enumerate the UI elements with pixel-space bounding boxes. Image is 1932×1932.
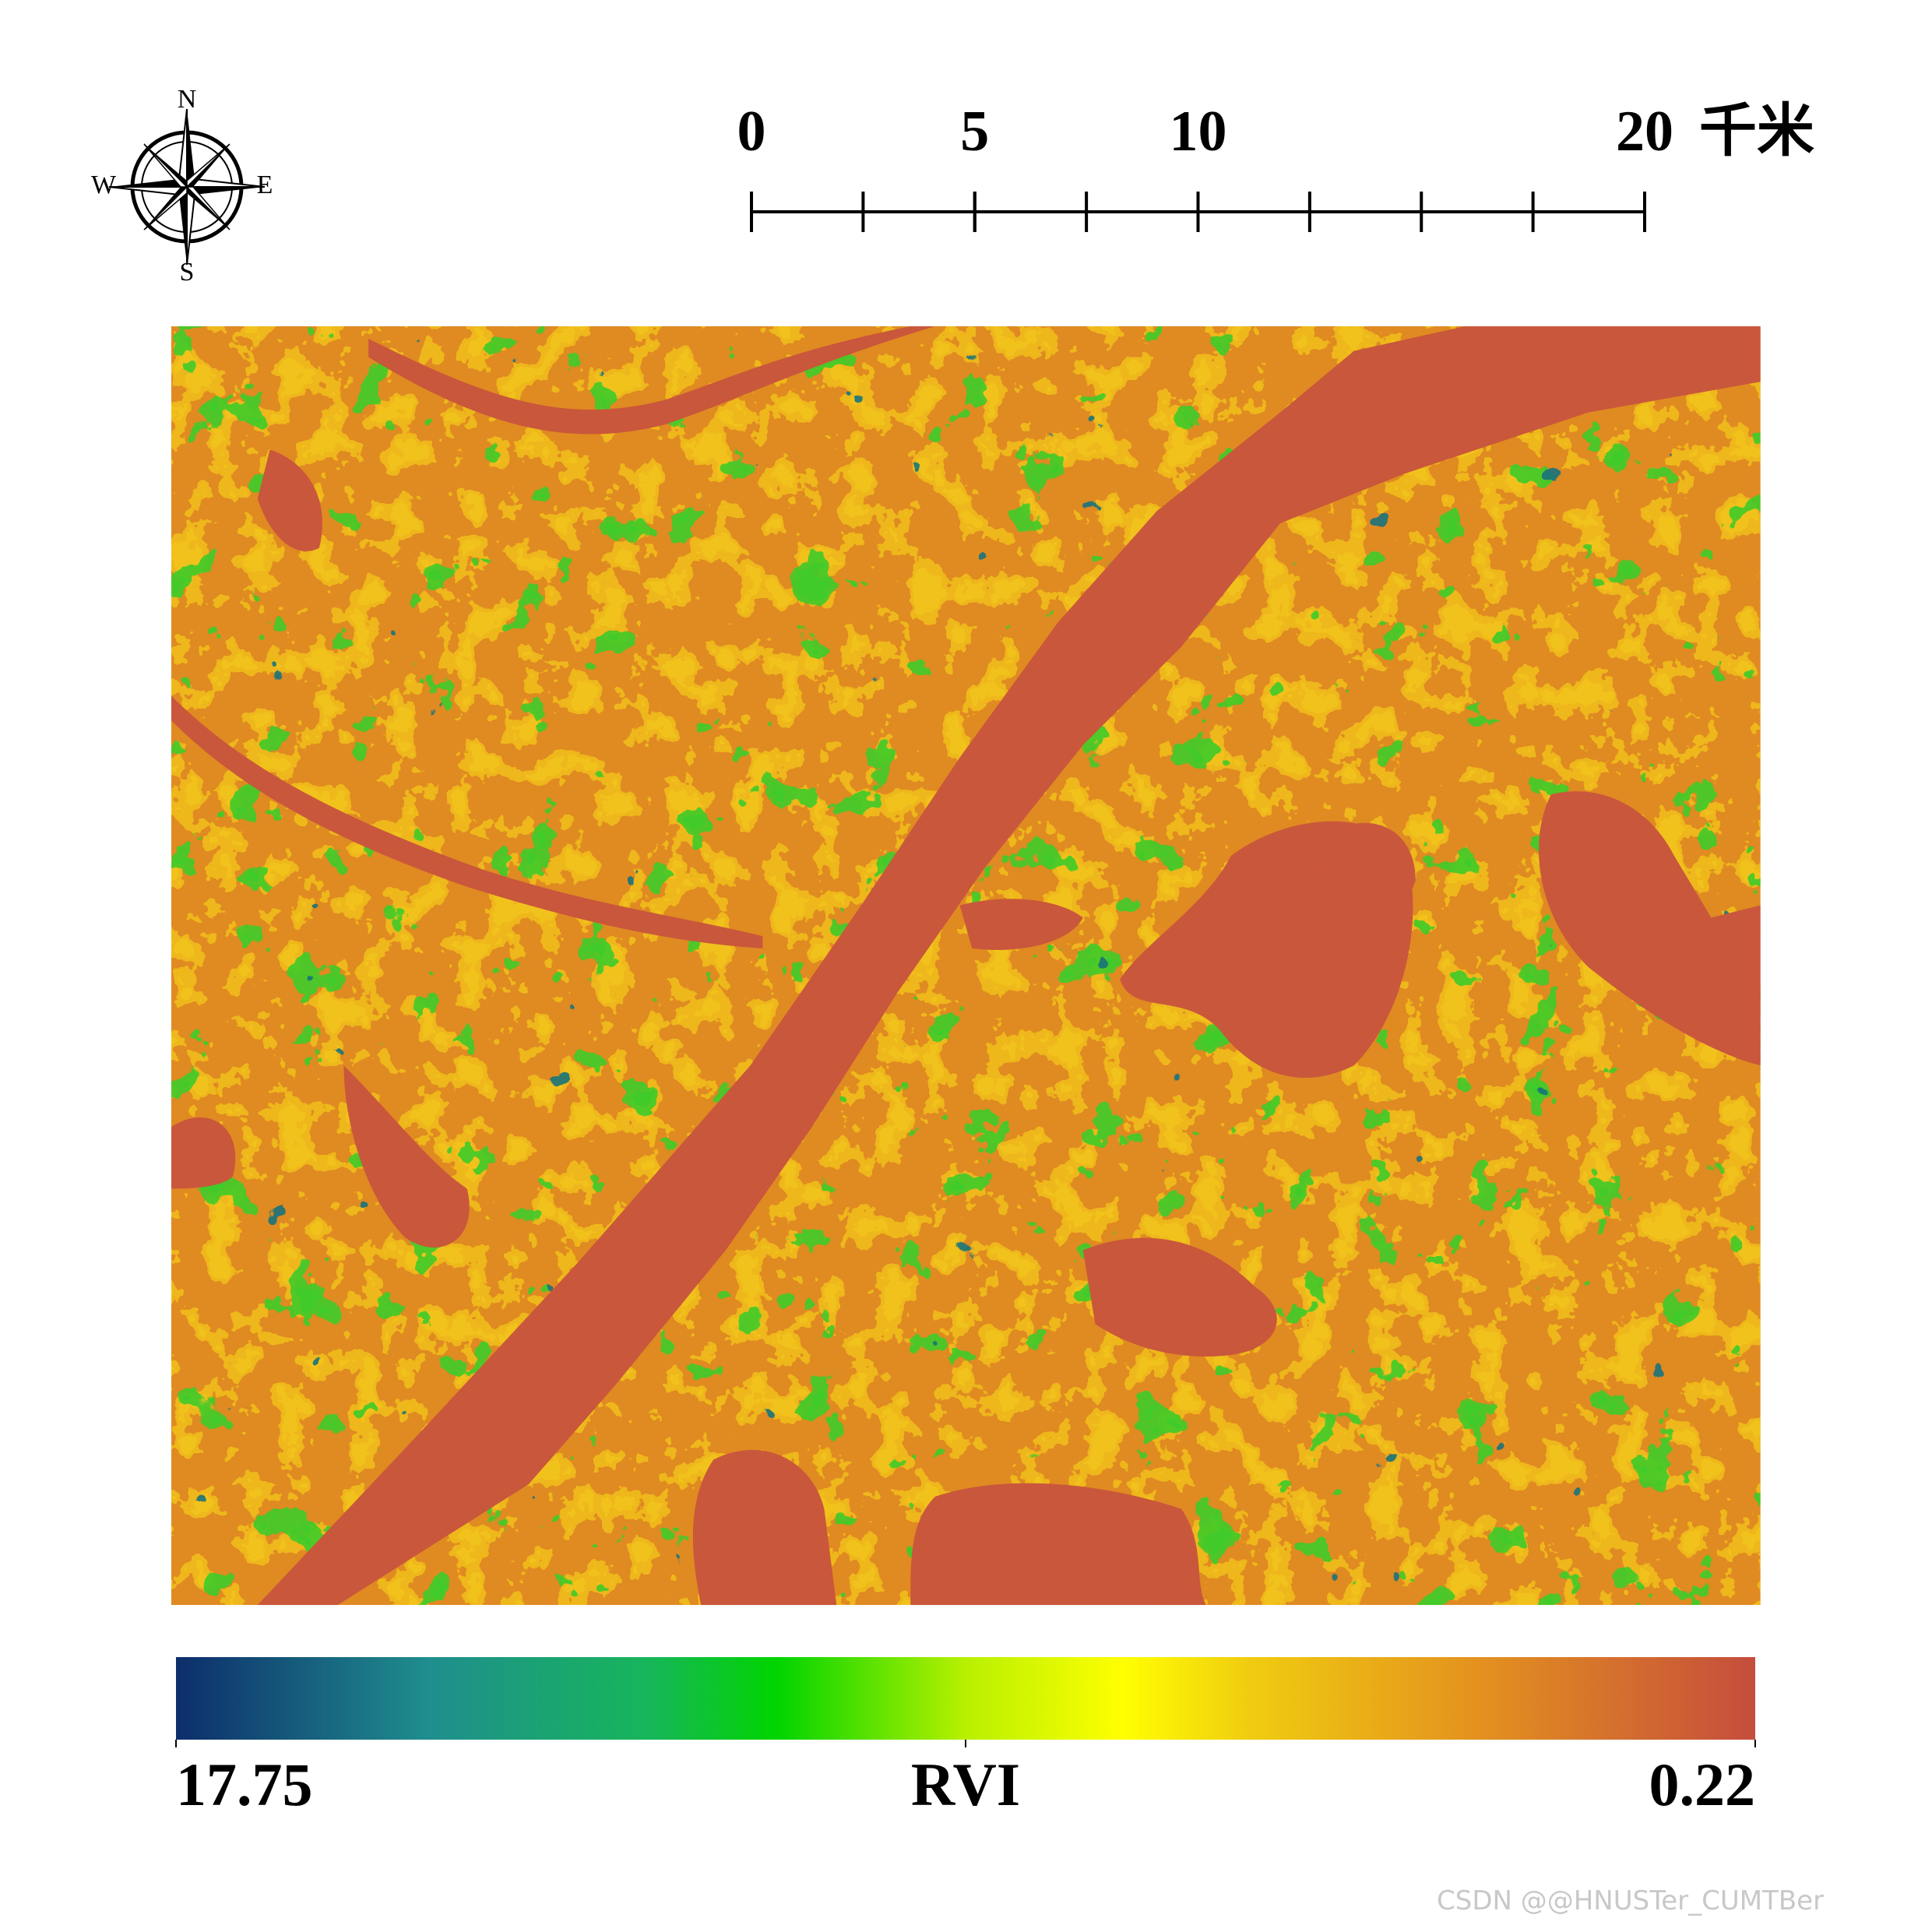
scale-label: 10: [1170, 100, 1227, 164]
colorbar: 17.75 RVI 0.22: [175, 1657, 1756, 1818]
colorbar-right-label: 0.22: [1649, 1751, 1756, 1818]
compass-east: E: [257, 171, 273, 199]
scale-label: 5: [960, 100, 989, 164]
colorbar-title: RVI: [911, 1751, 1020, 1818]
scale-unit: 千米: [1699, 100, 1814, 164]
watermark: CSDN @@HNUSTer_CUMTBer: [1437, 1885, 1824, 1916]
compass-south: S: [180, 258, 195, 287]
colorbar-ramp: [176, 1657, 1755, 1740]
colorbar-left-label: 17.75: [176, 1751, 313, 1818]
scale-label: 20: [1616, 100, 1673, 164]
rvi-map: [171, 326, 1761, 1606]
compass: N S W E: [91, 85, 273, 287]
scale-label: 0: [737, 100, 766, 164]
scale-bar: 0 5 10 20 千米: [737, 100, 1814, 232]
compass-north: N: [178, 85, 197, 114]
compass-west: W: [91, 171, 117, 199]
